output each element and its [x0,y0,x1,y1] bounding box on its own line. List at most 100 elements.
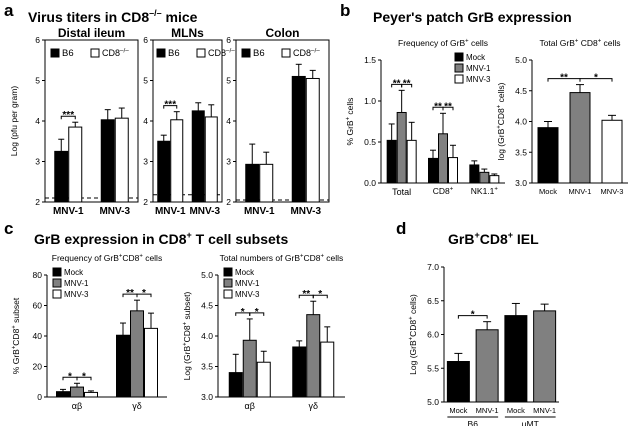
legend-swatch [454,74,464,84]
text-run: CD8 [496,108,506,125]
significance-label: ** [560,73,568,84]
text-run: NK1.1 [471,186,495,196]
y-tick-label: 7.0 [427,262,439,272]
y-tick-label: 40 [33,331,43,341]
bar [144,327,158,398]
legend-label: CD8–/– [293,47,320,58]
legend-label: B6 [168,48,180,59]
x-tick-label: MNV-3 [601,187,624,196]
y-tick-label: 4.0 [201,331,213,341]
text-run: CD8 [122,253,139,263]
group-label: μMT [522,419,539,426]
significance-label: * [318,289,322,300]
x-tick-label: αβ [72,401,82,411]
legend-label: B6 [253,48,265,59]
y-tick-label: 4 [143,116,148,126]
significance-bracket [249,312,265,316]
text-run: cells [601,38,620,48]
bar [130,310,144,398]
bar [68,126,83,203]
superscript: + [497,104,503,108]
significance-label: *** [62,110,74,121]
x-tick-label: Mock [539,187,557,196]
bar [475,329,499,403]
superscript: + [409,316,415,320]
bar [533,310,557,403]
superscript: –/– [120,47,129,54]
y-tick-label: 2 [226,197,231,207]
y-tick-label: 6 [226,35,231,45]
y-tick-label: 5.5 [427,363,439,373]
panel-c-title: GrB expression in CD8+ T cell subsets [34,230,288,247]
significance-bracket [579,78,613,82]
y-tick-label: 80 [33,270,43,280]
bar [245,163,260,203]
significance-bracket [401,83,413,88]
x-tick-label: αβ [245,401,255,411]
chart-a2: MLNs 2 3 4 5 6 MNV-1 MNV-3 *** B6 [143,26,223,217]
y-tick-label: 1.5 [364,55,376,65]
subplot-title: Frequency of GrB+ cells [398,38,488,48]
text-run: Log (pfu per gram) [9,86,19,157]
legend-swatch [454,63,464,73]
significance-label: ** [434,101,442,112]
text-run: CD8 [102,48,120,58]
significance-label: ** [126,288,134,299]
y-axis-label: Log (GrB+CD8+ subset) [182,291,192,380]
y-axis-label: log (GrB+CD8+ cells) [496,82,506,160]
significance-label: * [241,307,245,318]
y-axis-label: Log (GrB+CD8+ cells) [408,294,418,375]
bar [204,116,218,203]
y-tick-label: 3 [143,157,148,167]
y-tick-label: 3 [226,157,231,167]
subplot-title: Distal ileum [58,26,125,40]
text-run: CD8 [182,325,192,342]
significance-label: * [142,288,146,299]
x-tick-label: MNV-1 [476,406,499,415]
bar [438,133,448,184]
superscript: + [139,254,143,260]
significance-label: * [68,371,72,382]
y-tick-label: 3.0 [201,392,213,402]
significance-bracket [60,115,76,120]
y-tick-label: 5.0 [201,270,213,280]
panel-letter-d: d [396,219,406,238]
y-tick-label: 5 [143,76,148,86]
panel-a-title: Virus titers in CD8–/– mice [28,8,198,25]
bar [469,164,480,184]
subplot-title: Total GrB+ CD8+ cells [539,38,620,48]
significance-label: ** [403,78,411,89]
superscript: + [575,39,579,45]
text-run: CD8 [578,38,598,48]
bar [406,139,417,184]
significance-label: *** [164,100,176,111]
panel-d-title: GrB+CD8+ IEL [448,230,539,247]
bar [100,119,115,203]
x-tick-label: MNV-3 [290,206,321,217]
subplot-title: MLNs [171,26,204,40]
y-tick-label: 2 [35,197,40,207]
y-tick-label: 2 [143,197,148,207]
legend-label: Mock [466,53,486,62]
legend-label: MNV-1 [466,64,491,73]
significance-label: * [594,73,598,84]
bar [56,391,70,398]
bar [386,139,397,184]
y-tick-label: 60 [33,301,43,311]
panel-letter-c: c [4,219,13,238]
significance-label: * [255,307,259,318]
panel-letter-b: b [340,1,350,20]
text-run: % GrB [345,120,355,145]
x-tick-label: MNV-3 [189,206,220,217]
superscript: + [465,39,469,45]
y-tick-label: 4.5 [515,86,527,96]
text-run: % GrB [11,349,21,374]
bar [479,171,490,184]
x-tick-label: MNV-1 [155,206,186,217]
text-run: CD8 [408,320,418,337]
legend-swatch [50,48,60,58]
superscript: + [300,254,304,260]
text-run: CD8 [433,186,450,196]
y-tick-label: 0.5 [364,137,376,147]
